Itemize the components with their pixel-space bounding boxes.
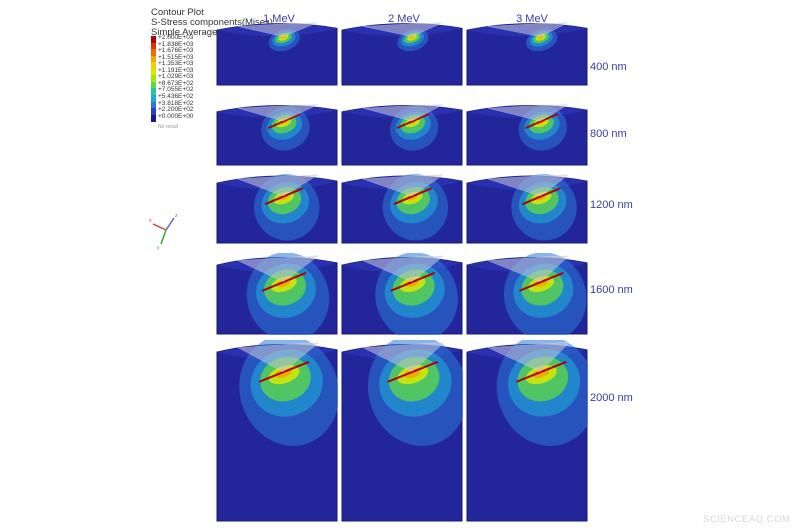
- ion-track-line: [516, 360, 567, 383]
- legend-value: +8.673E+02: [158, 79, 194, 87]
- contour-panel-r1-c3: [466, 21, 588, 86]
- contour-panel-r5-c1: [216, 340, 338, 522]
- legend-title-line-2: S-Stress components(Mises): [151, 17, 273, 28]
- axis-triad-icon: x z y: [149, 213, 178, 250]
- contour-panel-r4-c2: [341, 253, 463, 335]
- ion-track-line: [522, 187, 561, 206]
- ion-track-line: [396, 113, 430, 130]
- svg-text:y: y: [157, 245, 160, 250]
- svg-text:z: z: [175, 213, 178, 219]
- legend-swatch: [151, 94, 156, 102]
- legend-value: +1.838E+03: [158, 40, 194, 48]
- indenter-cone: [362, 21, 445, 37]
- legend-swatch: [151, 114, 156, 122]
- contour-panel-r5-c2: [341, 340, 463, 522]
- legend-swatch: [151, 101, 156, 109]
- legend-title-line-1: Contour Plot: [151, 7, 204, 18]
- contour-panel-r4-c3: [466, 253, 588, 335]
- ion-track-line: [264, 187, 304, 206]
- legend-color-bar: [151, 36, 156, 122]
- legend-swatch: [151, 75, 156, 83]
- legend-value: +1.191E+03: [158, 66, 194, 74]
- legend-swatch: [151, 62, 156, 70]
- contour-panel-r3-c1: [216, 173, 338, 244]
- contour-panel-r2-c2: [341, 103, 463, 166]
- legend-value: +2.000E+03: [158, 34, 194, 41]
- ion-track-line: [261, 271, 307, 292]
- ion-track-line: [390, 271, 436, 292]
- row-label-400nm: 400 nm: [590, 61, 627, 73]
- contour-panel-r1-c2: [341, 21, 463, 86]
- legend-note: No result: [158, 124, 179, 130]
- contour-panel-r5-c3: [466, 340, 588, 522]
- legend-title-line-3: Simple Average: [151, 27, 218, 38]
- indenter-cone: [237, 21, 320, 37]
- row-label-1600nm: 1600 nm: [590, 284, 633, 296]
- legend-value: +3.818E+02: [158, 99, 194, 107]
- ion-track-line: [393, 187, 433, 206]
- indenter-cone: [237, 103, 320, 122]
- svg-text:x: x: [149, 218, 152, 224]
- legend-swatch: [151, 49, 156, 57]
- legend-value: +7.055E+02: [158, 86, 194, 94]
- contour-panel-r3-c2: [341, 173, 463, 244]
- ion-track-line: [387, 360, 439, 383]
- indenter-cone: [362, 103, 445, 122]
- legend-swatch: [151, 68, 156, 76]
- legend-value: +1.029E+03: [158, 73, 194, 81]
- indenter-cone: [362, 254, 446, 283]
- indenter-cone: [362, 173, 446, 197]
- indenter-cone: [237, 254, 321, 283]
- column-header-2mev: 2 MeV: [388, 13, 420, 25]
- indenter-cone: [487, 341, 571, 373]
- legend-swatch: [151, 81, 156, 89]
- row-label-2000nm: 2000 nm: [590, 392, 633, 404]
- watermark: SCIENCEAQ.COM: [703, 514, 791, 525]
- legend-value: +1.515E+03: [158, 53, 194, 61]
- row-label-1200nm: 1200 nm: [590, 199, 633, 211]
- indenter-cone: [237, 341, 321, 373]
- contour-panel-r1-c1: [216, 21, 338, 86]
- legend-value: +5.436E+02: [158, 92, 194, 100]
- ion-track-line: [258, 360, 310, 383]
- legend-swatch: [151, 42, 156, 50]
- contour-panel-r3-c3: [466, 173, 588, 244]
- ion-track-line: [267, 113, 301, 130]
- indenter-cone: [362, 341, 446, 373]
- legend-value: +1.353E+03: [158, 60, 194, 68]
- legend-swatch: [151, 108, 156, 116]
- legend-swatch: [151, 88, 156, 96]
- indenter-cone: [487, 21, 570, 37]
- indenter-cone: [487, 103, 570, 122]
- contour-panel-r2-c3: [466, 103, 588, 166]
- contour-panel-r2-c1: [216, 103, 338, 166]
- ion-track-line: [519, 271, 564, 292]
- indenter-cone: [487, 173, 571, 197]
- legend-value: +1.676E+03: [158, 47, 194, 55]
- legend-swatch: [151, 36, 156, 43]
- ion-track-line: [525, 113, 558, 130]
- contour-panel-r4-c1: [216, 253, 338, 335]
- column-header-1mev: 1 MeV: [263, 13, 295, 25]
- row-label-800nm: 800 nm: [590, 128, 627, 140]
- legend-value: +0.000E+00: [158, 112, 194, 120]
- indenter-cone: [487, 254, 571, 283]
- legend-swatch: [151, 55, 156, 63]
- column-header-3mev: 3 MeV: [516, 13, 548, 25]
- legend-value: +2.200E+02: [158, 106, 194, 114]
- indenter-cone: [237, 173, 320, 197]
